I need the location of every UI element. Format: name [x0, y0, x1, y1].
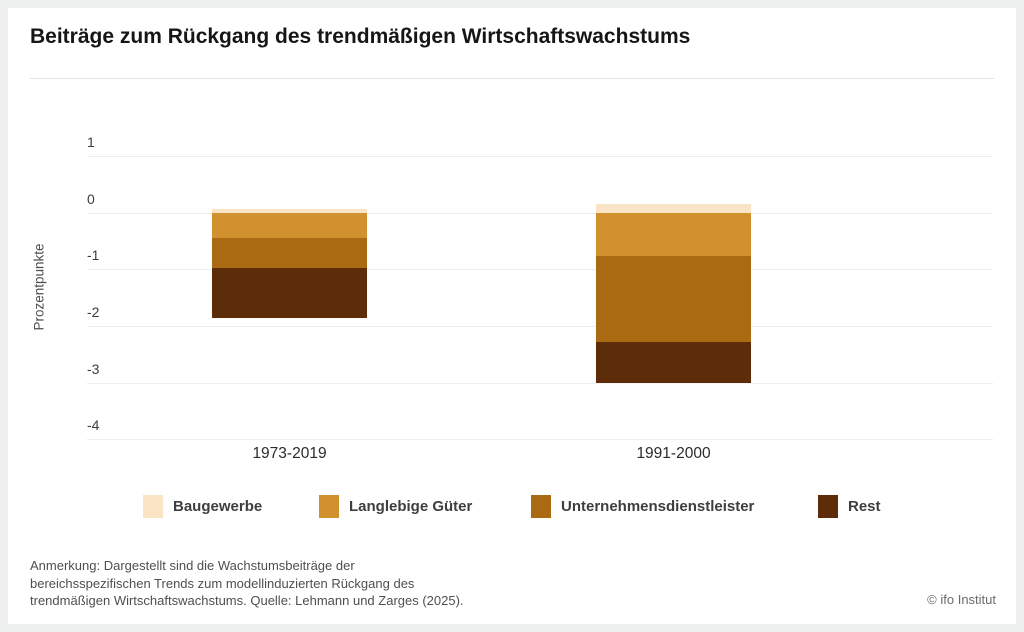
bar-segment-langlebige-güter: [596, 212, 751, 257]
footnote-line-2: bereichsspezifischen Trends zum modellin…: [30, 575, 415, 591]
x-axis-label: 1973-2019: [252, 445, 327, 462]
legend-swatch: [531, 495, 551, 518]
title-divider: [30, 78, 994, 79]
bar-segment-rest: [596, 342, 751, 383]
copyright: © ifo Institut: [927, 592, 996, 607]
legend-swatch: [319, 495, 339, 518]
footnote-line-3: trendmäßigen Wirtschaftswachstums. Quell…: [30, 593, 464, 609]
y-tick-label: 0: [87, 190, 95, 207]
y-tick-label: -3: [87, 360, 100, 377]
x-axis-label: 1991-2000: [636, 445, 711, 462]
bar-segment-langlebige-güter: [212, 212, 367, 239]
y-tick-label: -1: [87, 247, 100, 264]
chart-title: Beiträge zum Rückgang des trendmäßigen W…: [30, 25, 691, 48]
gridline: [87, 439, 993, 441]
legend-label: Baugewerbe: [173, 498, 263, 515]
gridline: [87, 156, 993, 157]
legend-label: Rest: [848, 498, 881, 515]
plot-area: 1 0 -1 -2 -3 -4 1973-2019 1991-2000 Baugewerbe La…: [8, 8, 1016, 624]
gridline: [87, 269, 993, 271]
chart-card: Beiträge zum Rückgang des trendmäßigen W…: [8, 8, 1016, 624]
stacked-bar: [211, 207, 368, 319]
gridline: [87, 212, 993, 214]
gridline: [87, 382, 993, 384]
legend-label: Langlebige Güter: [349, 498, 473, 515]
footnote-line-1: Anmerkung: Dargestellt sind die Wachstum…: [30, 558, 355, 573]
footnote: Anmerkung: Dargestellt sind die Wachstum…: [30, 557, 464, 610]
gridline: [87, 326, 993, 327]
y-tick-label: -2: [87, 304, 100, 320]
bar-segment-unternehmensdienstleister: [596, 256, 751, 343]
legend-swatch: [143, 495, 163, 518]
y-tick-label: -4: [87, 417, 100, 434]
y-tick-label: 1: [87, 134, 95, 150]
bar-segment-unternehmensdienstleister: [212, 238, 367, 268]
legend-label: Unternehmensdienstleister: [561, 498, 755, 515]
legend-swatch: [818, 495, 838, 518]
bar-segment-baugewerbe: [596, 203, 751, 213]
bar-segment-rest: [212, 267, 367, 318]
stacked-bar: [595, 202, 752, 384]
bar-segment-baugewerbe: [212, 208, 367, 213]
